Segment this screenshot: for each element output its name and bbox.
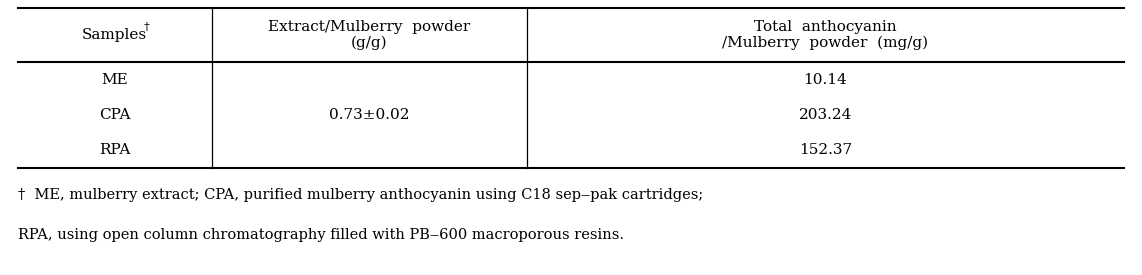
Text: †  ME, mulberry extract; CPA, purified mulberry anthocyanin using C18 sep‒pak ca: † ME, mulberry extract; CPA, purified mu…: [18, 188, 703, 202]
Text: ME: ME: [102, 73, 128, 87]
Text: Extract/Mulberry  powder: Extract/Mulberry powder: [268, 20, 471, 34]
Text: RPA: RPA: [99, 143, 130, 157]
Text: /Mulberry  powder  (mg/g): /Mulberry powder (mg/g): [723, 36, 928, 50]
Text: 10.14: 10.14: [804, 73, 847, 87]
Text: (g/g): (g/g): [351, 36, 387, 50]
Text: RPA, using open column chromatography filled with PB‒600 macroporous resins.: RPA, using open column chromatography fi…: [18, 228, 624, 242]
Text: Samples: Samples: [82, 28, 147, 42]
Text: CPA: CPA: [99, 108, 130, 122]
Text: Total  anthocyanin: Total anthocyanin: [754, 20, 896, 34]
Text: 0.73±0.02: 0.73±0.02: [329, 108, 409, 122]
Text: 152.37: 152.37: [798, 143, 852, 157]
Text: 203.24: 203.24: [798, 108, 852, 122]
Text: †: †: [144, 22, 150, 32]
